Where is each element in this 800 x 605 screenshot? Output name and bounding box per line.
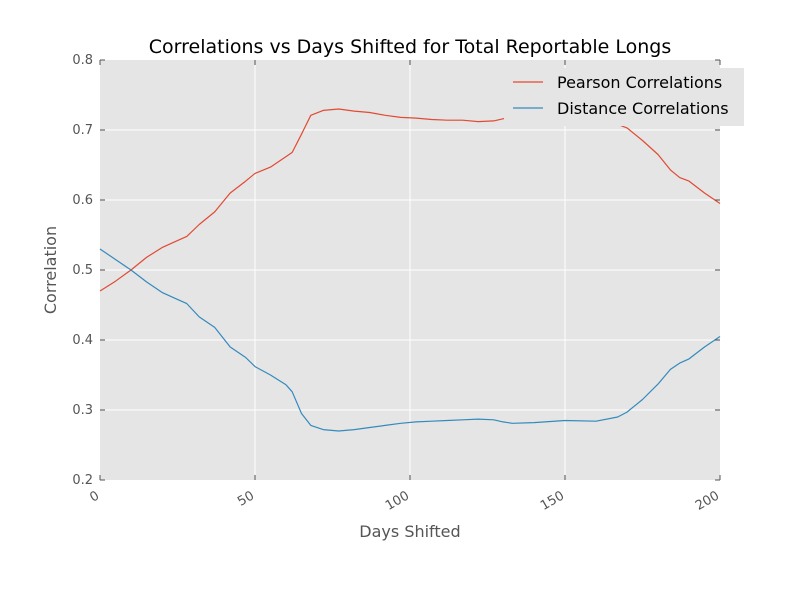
series-layer [99, 108, 721, 432]
x-tick-label: 200 [693, 488, 722, 513]
x-tick-label: 150 [538, 488, 567, 513]
x-tick-label: 100 [383, 488, 412, 513]
chart-title: Correlations vs Days Shifted for Total R… [149, 36, 671, 58]
pearson-correlations-line [99, 108, 721, 292]
legend: Pearson Correlations Distance Correlatio… [504, 68, 744, 126]
y-tick-label: 0.8 [72, 53, 93, 68]
y-tick-label: 0.5 [72, 263, 93, 278]
x-tick-label: 50 [235, 488, 257, 509]
legend-box [504, 68, 744, 126]
legend-label-pearson: Pearson Correlations [557, 73, 722, 92]
legend-label-distance: Distance Correlations [557, 99, 729, 118]
x-axis-label: Days Shifted [359, 522, 460, 541]
grid-lines [100, 60, 720, 480]
y-tick-label: 0.2 [72, 473, 93, 488]
y-tick-label: 0.3 [72, 403, 93, 418]
distance-correlations-line [99, 248, 721, 432]
y-axis-label: Correlation [41, 226, 60, 314]
y-tick-label: 0.4 [72, 333, 93, 348]
y-tick-label: 0.6 [72, 193, 93, 208]
x-tick-label: 0 [87, 488, 102, 505]
y-tick-label: 0.7 [72, 123, 93, 138]
